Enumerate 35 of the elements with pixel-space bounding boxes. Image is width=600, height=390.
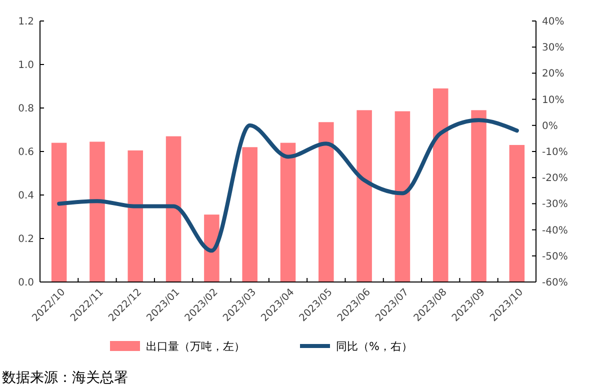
bar (471, 110, 486, 282)
y2-tick-label: -60% (542, 278, 568, 288)
bar (204, 214, 220, 282)
y-tick-label: 0.6 (18, 147, 34, 158)
bar (280, 142, 296, 282)
y-tick-label: 1.2 (18, 16, 34, 28)
legend-label: 出口量（万吨，左） (146, 340, 245, 353)
y2-tick-label: 20% (542, 68, 564, 80)
y-tick-label: 0.2 (18, 234, 34, 245)
bar (432, 88, 448, 282)
y2-tick-label: 10% (542, 94, 564, 106)
bar (51, 142, 67, 282)
y2-tick-label: -20% (542, 173, 568, 184)
line-series (57, 118, 519, 253)
bar (128, 150, 144, 282)
y2-tick-label: -30% (542, 199, 568, 210)
bar (90, 142, 105, 282)
y2-tick-label: -10% (542, 147, 568, 158)
y-tick-label: 0.4 (18, 190, 34, 202)
bar (166, 136, 182, 282)
y2-tick-label: 0% (542, 120, 558, 132)
y2-tick-label: -40% (542, 225, 568, 236)
y-tick-label: 0.0 (18, 278, 34, 288)
y-tick-label: 0.8 (18, 104, 34, 114)
y2-tick-label: 40% (542, 16, 564, 28)
y2-tick-label: 30% (542, 42, 564, 54)
bar (509, 144, 525, 282)
legend-label: 同比（%，右） (336, 340, 412, 353)
y-tick-label: 1.0 (18, 60, 34, 71)
source-note: 数据来源：海关总署 (2, 370, 128, 386)
bar (394, 111, 410, 282)
bar (318, 122, 334, 282)
bar (242, 147, 258, 282)
y2-tick-label: -50% (542, 251, 568, 262)
bar (356, 110, 372, 282)
